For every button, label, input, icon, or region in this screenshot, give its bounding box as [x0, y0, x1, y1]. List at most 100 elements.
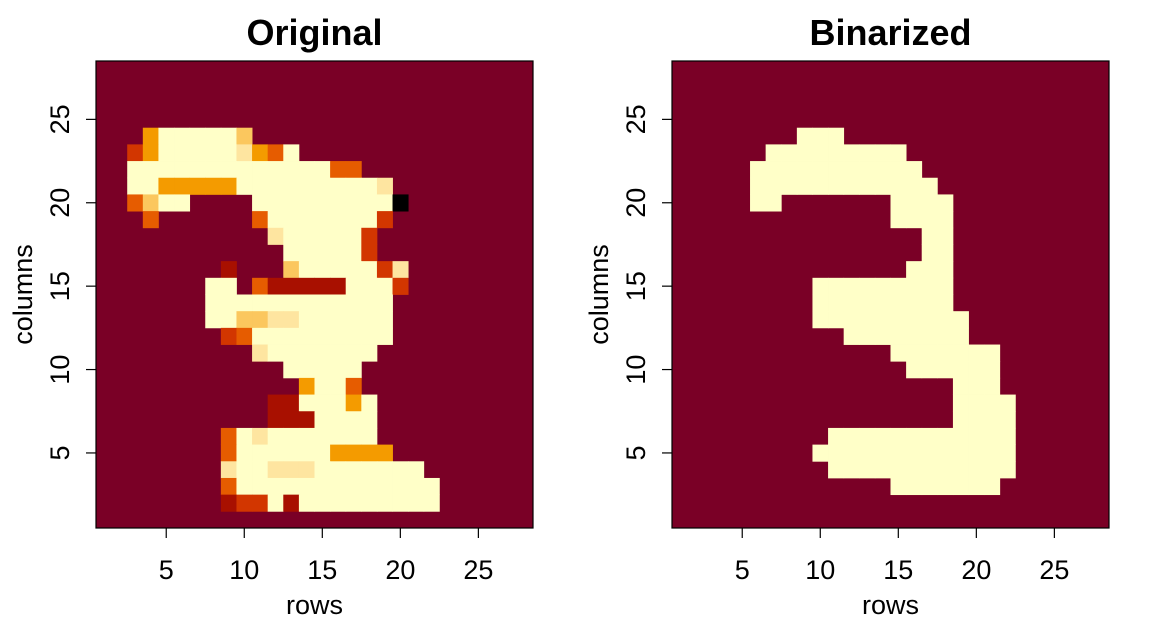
heatmap-cell	[205, 277, 222, 295]
heatmap-cell	[330, 461, 347, 479]
heatmap-cell	[267, 327, 284, 345]
heatmap-cell	[796, 127, 813, 145]
heatmap-cell	[283, 394, 300, 412]
heatmap-cell	[283, 344, 300, 362]
x-tick-label: 15	[307, 555, 337, 585]
heatmap-cell	[843, 444, 860, 462]
x-tick-label: 5	[159, 555, 174, 585]
heatmap-cell	[937, 194, 954, 212]
heatmap-cell	[937, 277, 954, 295]
heatmap-cell	[252, 444, 269, 462]
x-tick-label: 10	[229, 555, 259, 585]
heatmap-cell	[921, 277, 938, 295]
heatmap-cell	[314, 377, 331, 395]
heatmap-cell	[220, 494, 237, 512]
heatmap-cell	[906, 427, 923, 446]
heatmap-cell	[796, 177, 813, 195]
heatmap-cell	[345, 494, 362, 512]
heatmap-cell	[765, 194, 782, 212]
heatmap-cell	[267, 411, 284, 429]
heatmap-cell	[174, 127, 191, 145]
heatmap-cell	[376, 194, 393, 212]
heatmap-cell	[236, 427, 253, 446]
heatmap-cell	[812, 311, 829, 329]
heatmap-cell	[952, 377, 969, 395]
heatmap-cell	[376, 261, 393, 279]
y-axis-label: columns	[584, 244, 614, 345]
heatmap-cell	[874, 444, 891, 462]
heatmap-cell	[314, 477, 331, 496]
heatmap-cell	[174, 194, 191, 212]
heatmap-cell	[828, 461, 845, 479]
heatmap-cell	[205, 144, 222, 162]
heatmap-cell	[843, 144, 860, 162]
heatmap-cell	[314, 261, 331, 279]
heatmap-cell	[843, 461, 860, 479]
heatmap-cell	[345, 311, 362, 329]
heatmap-cell	[314, 244, 331, 262]
heatmap-cell	[890, 477, 907, 496]
heatmap-cell	[189, 144, 206, 162]
heatmap-cell	[984, 361, 1001, 379]
heatmap-cell	[361, 427, 378, 446]
heatmap-cell	[283, 277, 300, 295]
heatmap-cell	[874, 461, 891, 479]
heatmap-cell	[361, 394, 378, 412]
heatmap-cell	[314, 177, 331, 195]
heatmap-cell	[252, 194, 269, 212]
heatmap-cell	[361, 277, 378, 295]
heatmap-cell	[984, 344, 1001, 362]
heatmap-cell	[921, 311, 938, 329]
heatmap-cell	[252, 311, 269, 329]
heatmap-cell	[921, 294, 938, 312]
heatmap-cell	[220, 161, 237, 179]
heatmap-cell	[376, 327, 393, 345]
heatmap-cell	[952, 361, 969, 379]
heatmap-cell	[392, 461, 409, 479]
heatmap-cell	[283, 161, 300, 179]
heatmap-cell	[921, 194, 938, 212]
heatmap-cell	[220, 461, 237, 479]
heatmap-cell	[252, 144, 269, 162]
heatmap-cell	[890, 194, 907, 212]
heatmap-cell	[220, 144, 237, 162]
heatmap-cell	[968, 377, 985, 395]
heatmap-cell	[267, 194, 284, 212]
heatmap-cell	[937, 461, 954, 479]
heatmap-cell	[220, 444, 237, 462]
heatmap-cell	[142, 211, 159, 229]
heatmap-cell	[968, 344, 985, 362]
heatmap-cell	[392, 494, 409, 512]
heatmap-cell	[174, 177, 191, 195]
heatmap-cell	[330, 494, 347, 512]
heatmap-cell	[236, 144, 253, 162]
heatmap-cell	[220, 427, 237, 446]
heatmap-cell	[283, 427, 300, 446]
heatmap-cell	[952, 327, 969, 345]
heatmap-cell	[828, 294, 845, 312]
heatmap-cell	[174, 161, 191, 179]
heatmap-cell	[220, 327, 237, 345]
heatmap-cell	[874, 294, 891, 312]
heatmap-cell	[812, 294, 829, 312]
heatmap-cell	[361, 444, 378, 462]
heatmap-cell	[330, 477, 347, 496]
heatmap-cell	[267, 161, 284, 179]
heatmap-cell	[345, 344, 362, 362]
heatmap-cell	[859, 161, 876, 179]
heatmap-cell	[345, 377, 362, 395]
heatmap-cell	[765, 177, 782, 195]
heatmap-cell	[345, 211, 362, 229]
heatmap-cell	[781, 161, 798, 179]
heatmap-cell	[236, 477, 253, 496]
heatmap-cell	[921, 244, 938, 262]
y-tick-label: 5	[621, 445, 651, 460]
heatmap-cell	[859, 427, 876, 446]
heatmap-cell	[174, 144, 191, 162]
heatmap-cell	[267, 211, 284, 229]
heatmap-cell	[984, 394, 1001, 412]
heatmap-cell	[330, 444, 347, 462]
x-axis-label: rows	[286, 590, 343, 620]
heatmap-cell	[127, 177, 144, 195]
heatmap-cell	[859, 177, 876, 195]
